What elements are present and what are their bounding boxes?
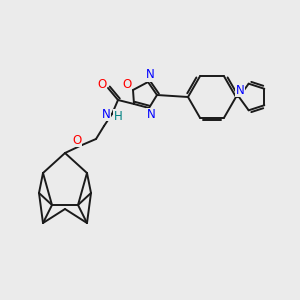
Text: H: H	[114, 110, 122, 122]
Text: N: N	[236, 83, 244, 97]
Text: O: O	[98, 77, 106, 91]
Text: O: O	[72, 134, 82, 146]
Text: N: N	[146, 68, 154, 82]
Text: N: N	[102, 107, 110, 121]
Text: O: O	[122, 79, 132, 92]
Text: N: N	[147, 109, 155, 122]
